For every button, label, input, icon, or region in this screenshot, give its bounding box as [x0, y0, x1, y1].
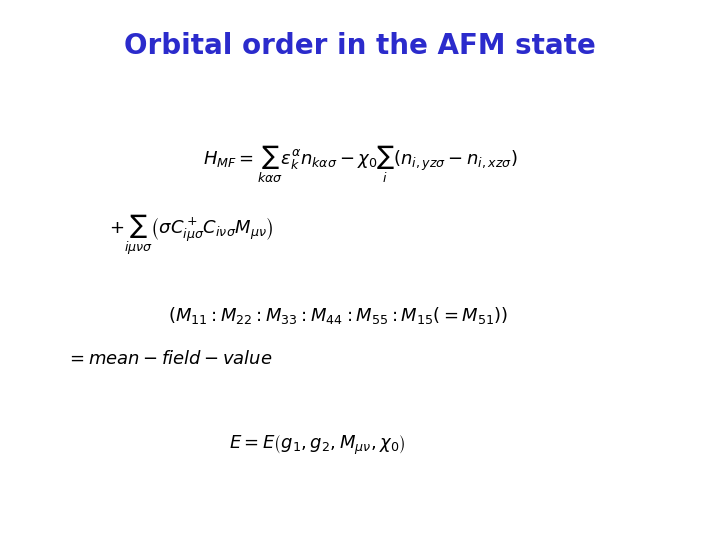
Text: $E = E\left(g_1, g_2, M_{\mu\nu}, \chi_0\right)$: $E = E\left(g_1, g_2, M_{\mu\nu}, \chi_0…	[229, 434, 405, 457]
Text: $= mean - field - value$: $= mean - field - value$	[66, 350, 272, 368]
Text: $H_{MF} = \sum_{k\alpha\sigma} \varepsilon_k^\alpha n_{k\alpha\sigma} - \chi_0 \: $H_{MF} = \sum_{k\alpha\sigma} \varepsil…	[202, 144, 518, 185]
Text: Orbital order in the AFM state: Orbital order in the AFM state	[124, 32, 596, 60]
Text: $+ \sum_{i\mu\nu\sigma} \left(\sigma C^+_{i\mu\sigma} C_{i\nu\sigma} M_{\mu\nu}\: $+ \sum_{i\mu\nu\sigma} \left(\sigma C^+…	[109, 213, 273, 257]
Text: $\left(M_{11} : M_{22} : M_{33} : M_{44} : M_{55} : M_{15}\left(= M_{51}\right)\: $\left(M_{11} : M_{22} : M_{33} : M_{44}…	[168, 306, 508, 326]
